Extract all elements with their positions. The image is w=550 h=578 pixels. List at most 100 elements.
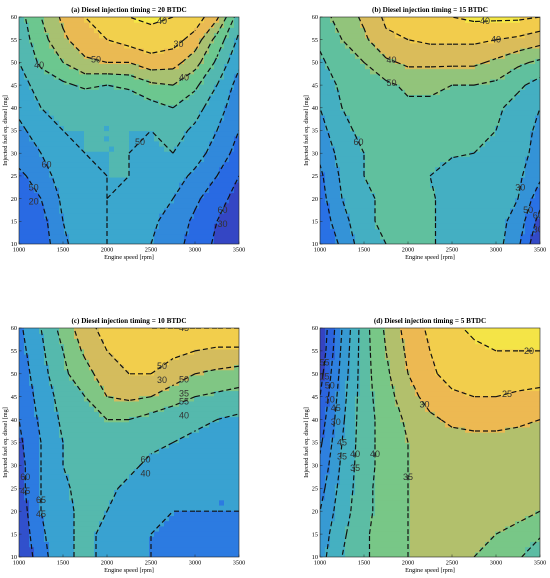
contour-cell	[490, 213, 496, 219]
contour-cell	[535, 104, 540, 111]
contour-cell	[365, 53, 371, 59]
contour-cell	[109, 530, 115, 537]
contour-cell	[24, 99, 30, 106]
contour-cell	[234, 218, 239, 224]
contour-cell	[99, 202, 105, 209]
contour-cell	[64, 385, 70, 392]
contour-cell	[134, 161, 140, 168]
contour-cell	[169, 37, 175, 44]
contour-cell	[89, 182, 95, 188]
contour-cell	[535, 233, 540, 240]
contour-cell	[89, 546, 95, 553]
contour-cell	[355, 63, 361, 70]
contour-cell	[29, 32, 35, 39]
contour-cell	[134, 218, 140, 224]
contour-cell	[500, 94, 506, 101]
contour-cell	[229, 218, 235, 224]
contour-cell	[345, 151, 351, 157]
contour-cell	[465, 197, 471, 204]
contour-cell	[204, 78, 210, 85]
contour-cell	[395, 202, 401, 209]
contour-cell	[355, 125, 361, 132]
contour-cell	[330, 42, 336, 49]
contour-cell	[119, 452, 125, 459]
contour-cell	[114, 348, 120, 355]
contour-cell	[44, 416, 50, 423]
contour-cell	[99, 89, 105, 95]
contour-cell	[149, 182, 155, 188]
contour-cell	[535, 166, 540, 173]
contour-cell	[124, 546, 130, 553]
contour-cell	[104, 484, 110, 490]
contour-cell	[340, 125, 346, 132]
contour-cell	[375, 187, 381, 194]
contour-cell	[515, 22, 521, 28]
contour-cell	[435, 223, 441, 230]
contour-cell	[450, 171, 456, 178]
contour-cell	[39, 213, 45, 219]
contour-cell	[525, 53, 531, 59]
contour-cell	[124, 47, 130, 54]
contour-cell	[390, 104, 396, 111]
contour-cell	[510, 120, 516, 126]
contour-cell	[204, 42, 210, 49]
contour-cell	[179, 125, 185, 132]
contour-cell	[330, 151, 336, 157]
contour-cell	[104, 520, 110, 527]
contour-cell	[325, 145, 331, 152]
contour-cell	[535, 228, 540, 235]
contour-cell	[19, 207, 25, 214]
contour-cell	[460, 58, 466, 65]
contour-cell	[69, 145, 75, 152]
contour-cell	[59, 218, 65, 224]
contour-cell	[99, 504, 105, 511]
contour-cell	[179, 99, 185, 106]
contour-cell	[24, 530, 30, 537]
contour-cell	[475, 166, 481, 173]
contour-cell	[375, 115, 381, 121]
contour-cell	[400, 94, 406, 101]
contour-cell	[84, 463, 90, 470]
contour-cell	[44, 233, 50, 240]
contour-cell	[495, 166, 501, 173]
contour-line	[24, 17, 235, 109]
contour-cell	[39, 187, 45, 194]
contour-cell	[370, 125, 376, 132]
contour-cell	[330, 120, 336, 126]
contour-cell	[59, 473, 65, 480]
contour-cell	[149, 213, 155, 219]
contour-cell	[34, 156, 40, 163]
contour-cell	[114, 432, 120, 438]
contour-cell	[124, 442, 130, 449]
contour-cell	[54, 156, 60, 163]
contour-cell	[19, 385, 25, 392]
contour-cell	[209, 218, 215, 224]
contour-cell	[330, 53, 336, 59]
contour-cell	[44, 551, 50, 557]
contour-cell	[139, 171, 145, 178]
contour-cell	[79, 58, 85, 65]
contour-cell	[154, 120, 160, 126]
contour-cell	[94, 530, 100, 537]
contour-cell	[24, 228, 30, 235]
contour-cell	[380, 94, 386, 101]
contour-cell	[385, 135, 391, 142]
contour-cell	[34, 233, 40, 240]
contour-cell	[345, 140, 351, 147]
contour-cell	[169, 140, 175, 147]
contour-cell	[495, 37, 501, 44]
contour-cell	[505, 238, 511, 244]
contour-cell	[525, 223, 531, 230]
contour-cell	[490, 89, 496, 95]
contour-cell	[19, 125, 25, 132]
contour-cell	[99, 84, 105, 90]
contour-cell	[169, 17, 175, 23]
contour-cell	[94, 525, 100, 532]
contour-cell	[485, 104, 491, 111]
contour-cell	[89, 145, 95, 152]
contour-cell	[219, 223, 225, 230]
contour-cell	[400, 78, 406, 85]
contour-cell	[390, 130, 396, 137]
contour-cell	[420, 228, 426, 235]
contour-cell	[390, 32, 396, 39]
